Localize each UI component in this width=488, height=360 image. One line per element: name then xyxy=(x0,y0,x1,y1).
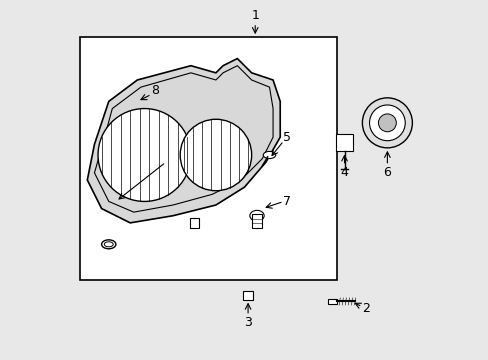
Ellipse shape xyxy=(249,210,264,221)
Bar xyxy=(328,298,337,304)
Text: 7: 7 xyxy=(283,195,291,208)
Ellipse shape xyxy=(104,242,113,247)
Ellipse shape xyxy=(102,240,116,249)
Circle shape xyxy=(180,119,251,191)
Text: 8: 8 xyxy=(151,84,159,97)
Text: 6: 6 xyxy=(383,166,390,179)
Bar xyxy=(335,134,353,152)
Text: 5: 5 xyxy=(283,131,291,144)
Text: 3: 3 xyxy=(244,316,251,329)
Circle shape xyxy=(362,98,411,148)
Bar xyxy=(80,37,337,280)
Circle shape xyxy=(369,105,405,141)
Bar xyxy=(242,291,253,300)
Circle shape xyxy=(98,109,190,202)
Bar xyxy=(189,218,199,228)
PathPatch shape xyxy=(87,59,280,223)
Text: 1: 1 xyxy=(251,9,259,22)
Circle shape xyxy=(378,114,395,132)
Ellipse shape xyxy=(263,152,275,158)
Bar xyxy=(251,214,262,228)
Text: 2: 2 xyxy=(361,302,369,315)
Text: 4: 4 xyxy=(340,166,348,179)
